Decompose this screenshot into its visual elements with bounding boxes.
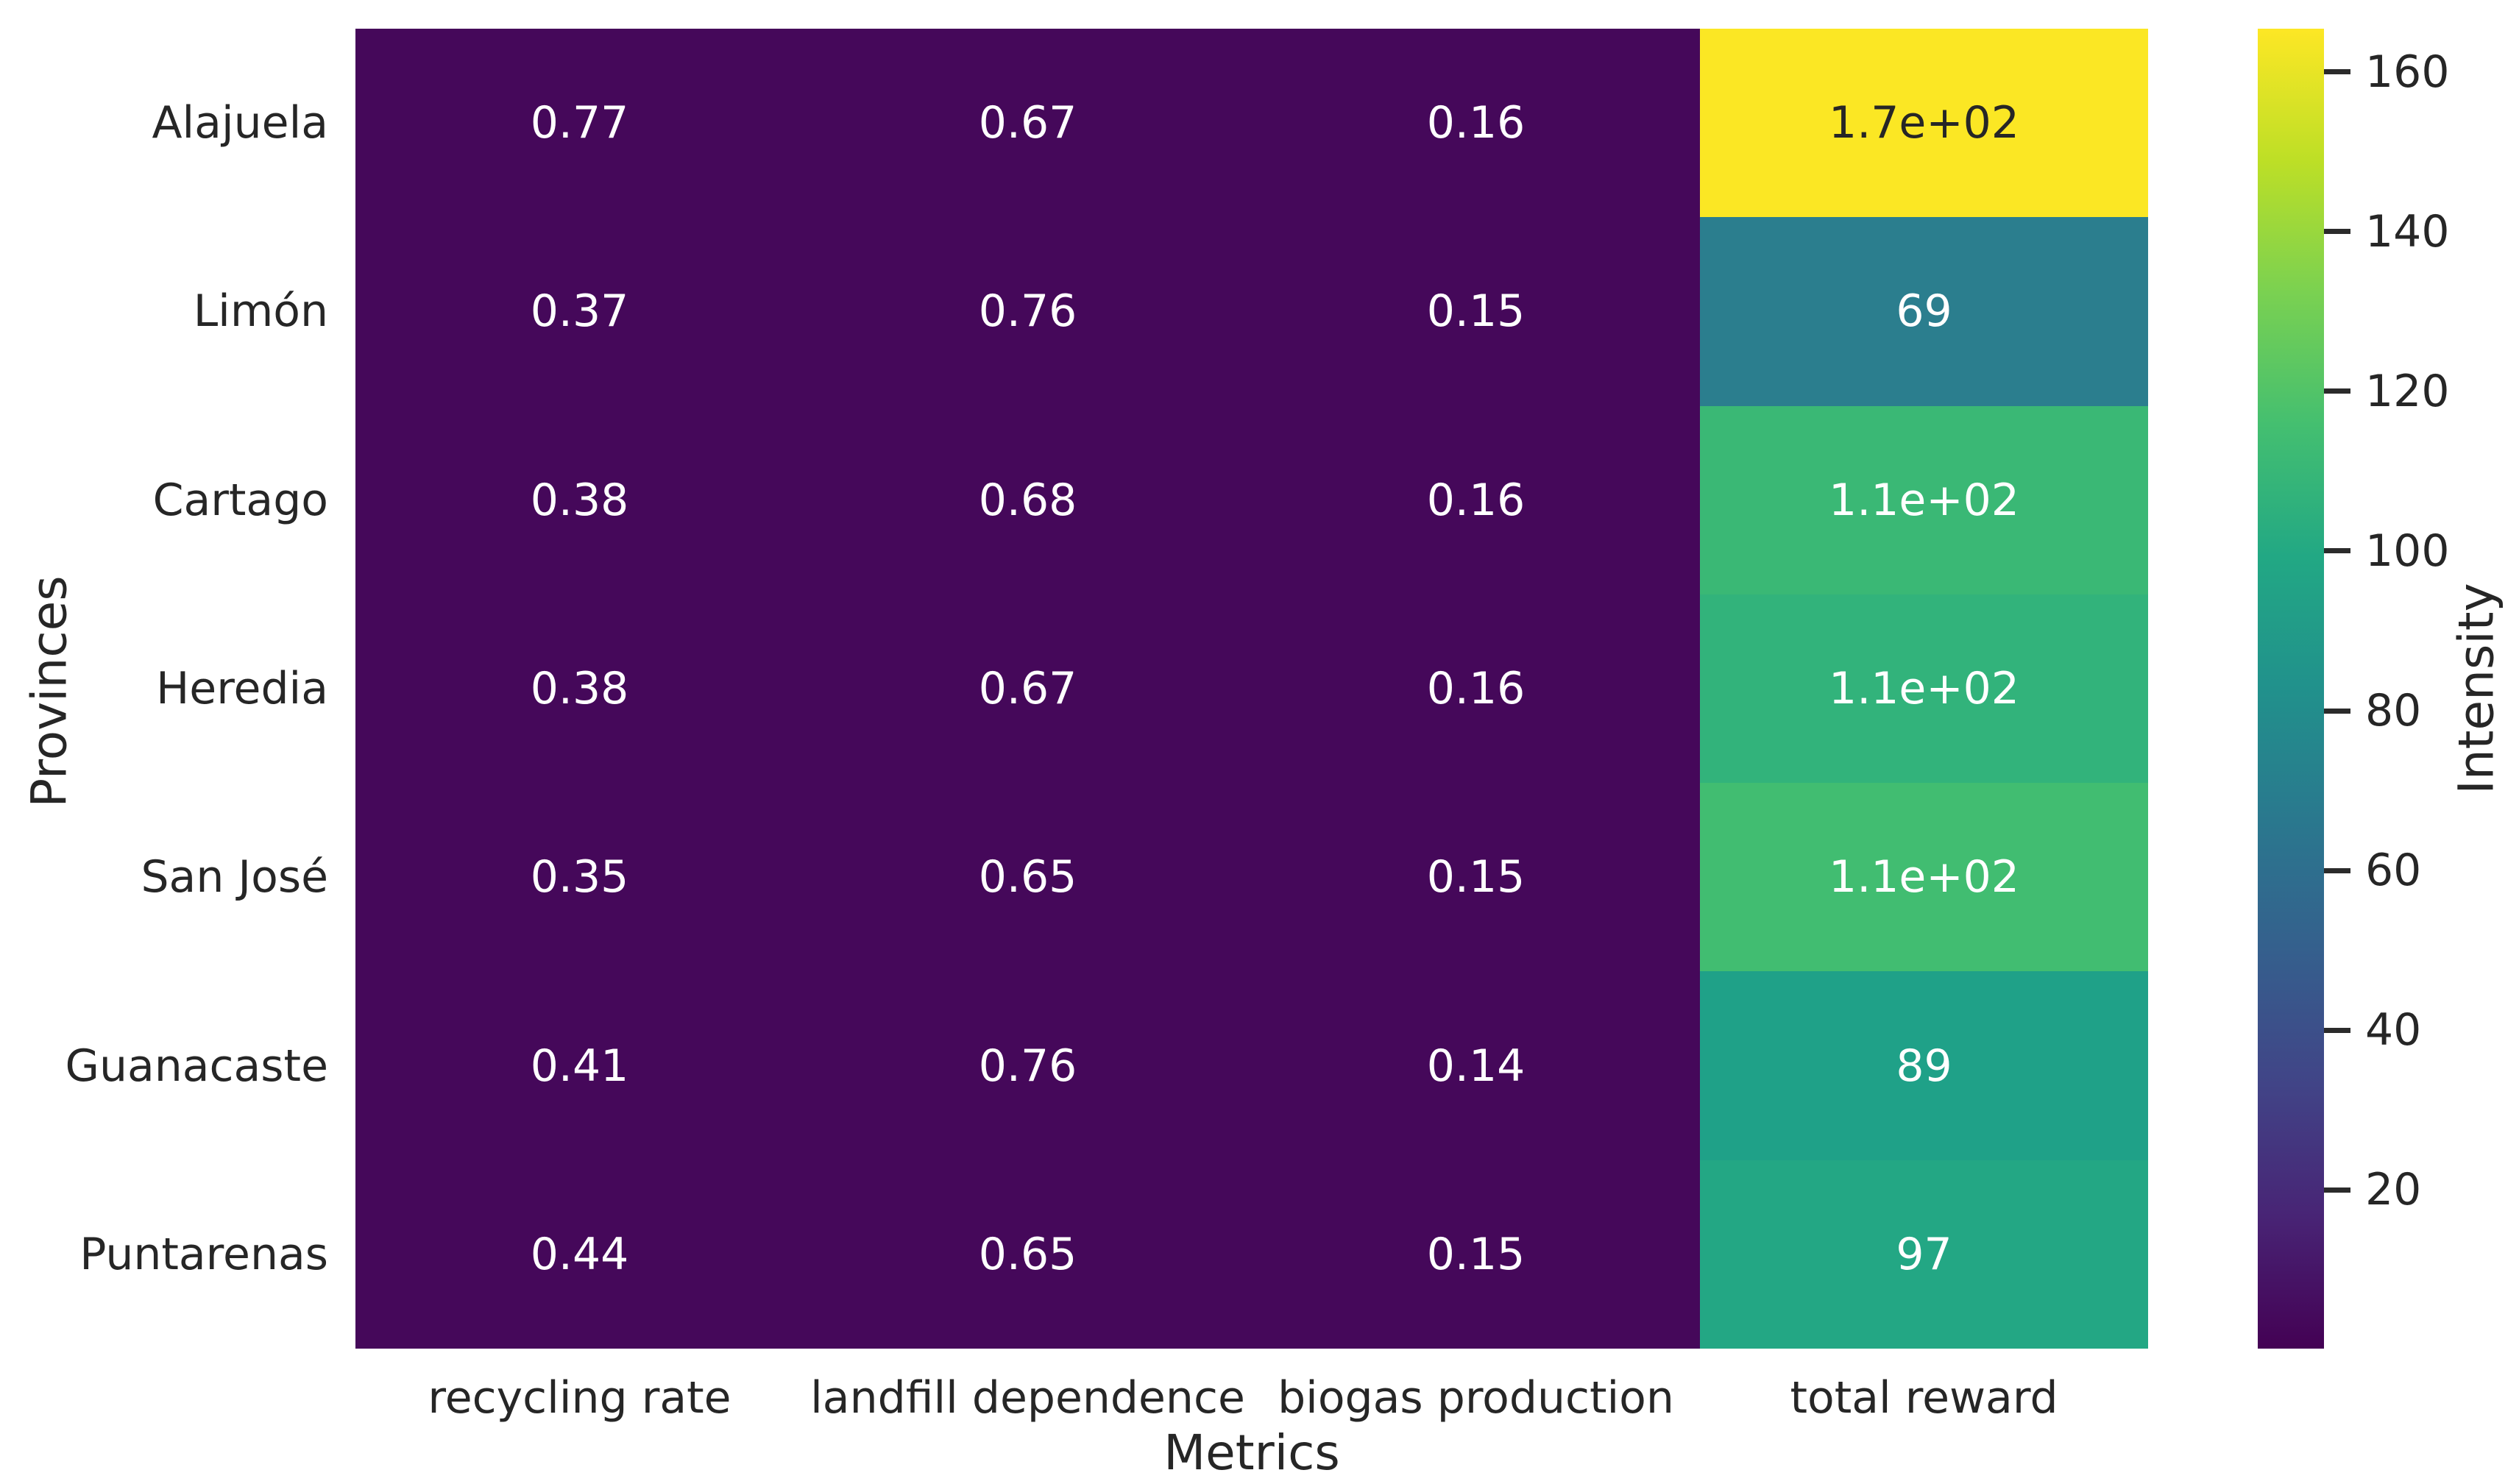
heatmap-cell-puntarenas-total-reward: 97	[1700, 1160, 2148, 1349]
heatmap-cell-limon-biogas-production: 0.15	[1252, 217, 1700, 406]
colorbar-axis-label: Intensity	[2448, 583, 2505, 795]
heatmap-cell-puntarenas-landfill-dependence: 0.65	[804, 1160, 1252, 1349]
cell-value: 0.16	[1426, 662, 1526, 714]
colorbar-tick-mark-80	[2324, 708, 2350, 714]
cell-value: 97	[1896, 1228, 1952, 1280]
colorbar-tick-label-60: 60	[2365, 845, 2422, 897]
x-tick-landfill-dependence: landfill dependence	[810, 1372, 1245, 1424]
heatmap-cell-limon-total-reward: 69	[1700, 217, 2148, 406]
cell-value: 0.16	[1426, 474, 1526, 526]
colorbar-tick-label-140: 140	[2365, 205, 2450, 258]
cell-value: 0.68	[978, 474, 1077, 526]
cell-value: 0.14	[1426, 1040, 1526, 1092]
cell-value: 0.41	[530, 1040, 629, 1092]
heatmap-cell-san-jose-recycling-rate: 0.35	[355, 783, 804, 972]
colorbar-tick-mark-40	[2324, 1027, 2350, 1033]
heatmap-cell-san-jose-total-reward: 1.1e+02	[1700, 783, 2148, 972]
heatmap-cell-alajuela-landfill-dependence: 0.67	[804, 29, 1252, 218]
colorbar-tick-mark-20	[2324, 1187, 2350, 1193]
cell-value: 0.67	[978, 97, 1077, 149]
cell-value: 0.38	[530, 474, 629, 526]
y-tick-puntarenas: Puntarenas	[79, 1228, 328, 1280]
heatmap-cell-limon-landfill-dependence: 0.76	[804, 217, 1252, 406]
cell-value: 69	[1896, 285, 1952, 338]
heatmap-cell-guanacaste-total-reward: 89	[1700, 971, 2148, 1160]
colorbar-tick-mark-60	[2324, 867, 2350, 873]
x-tick-total-reward: total reward	[1790, 1372, 2058, 1424]
heatmap-cell-san-jose-landfill-dependence: 0.65	[804, 783, 1252, 972]
colorbar-tick-mark-100	[2324, 548, 2350, 554]
y-tick-cartago: Cartago	[152, 474, 328, 526]
heatmap-cell-alajuela-recycling-rate: 0.77	[355, 29, 804, 218]
heatmap-cell-alajuela-total-reward: 1.7e+02	[1700, 29, 2148, 218]
y-tick-guanacaste: Guanacaste	[65, 1040, 328, 1092]
cell-value: 0.16	[1426, 97, 1526, 149]
y-tick-heredia: Heredia	[156, 662, 328, 714]
cell-value: 1.1e+02	[1829, 474, 2019, 526]
heatmap-cell-puntarenas-recycling-rate: 0.44	[355, 1160, 804, 1349]
colorbar-tick-label-80: 80	[2365, 685, 2422, 737]
heatmap-cell-cartago-total-reward: 1.1e+02	[1700, 405, 2148, 594]
cell-value: 1.1e+02	[1829, 662, 2019, 714]
y-tick-alajuela: Alajuela	[152, 97, 328, 149]
heatmap-cell-guanacaste-recycling-rate: 0.41	[355, 971, 804, 1160]
colorbar-tick-mark-120	[2324, 388, 2350, 394]
heatmap-cell-puntarenas-biogas-production: 0.15	[1252, 1160, 1700, 1349]
colorbar-tick-label-160: 160	[2365, 46, 2450, 98]
colorbar-tick-mark-160	[2324, 69, 2350, 75]
cell-value: 0.77	[530, 97, 629, 149]
cell-value: 0.67	[978, 662, 1077, 714]
cell-value: 0.44	[530, 1228, 629, 1280]
heatmap-cell-guanacaste-biogas-production: 0.14	[1252, 971, 1700, 1160]
cell-value: 1.1e+02	[1829, 851, 2019, 903]
colorbar-gradient	[2258, 29, 2324, 1349]
x-tick-labels: recycling rate landfill dependence biogas …	[355, 1370, 2148, 1426]
cell-value: 0.65	[978, 851, 1077, 903]
cell-value: 0.15	[1426, 851, 1526, 903]
heatmap-cell-cartago-biogas-production: 0.16	[1252, 405, 1700, 594]
colorbar-tick-mark-140	[2324, 229, 2350, 235]
heatmap-cell-heredia-landfill-dependence: 0.67	[804, 594, 1252, 784]
cell-value: 89	[1896, 1040, 1952, 1092]
heatmap-cell-cartago-recycling-rate: 0.38	[355, 405, 804, 594]
heatmap-cell-san-jose-biogas-production: 0.15	[1252, 783, 1700, 972]
heatmap-cell-cartago-landfill-dependence: 0.68	[804, 405, 1252, 594]
heatmap-cell-heredia-recycling-rate: 0.38	[355, 594, 804, 784]
heatmap-cell-limon-recycling-rate: 0.37	[355, 217, 804, 406]
heatmap-cell-guanacaste-landfill-dependence: 0.76	[804, 971, 1252, 1160]
colorbar-tick-label-40: 40	[2365, 1004, 2422, 1057]
cell-value: 0.15	[1426, 1228, 1526, 1280]
y-tick-limon: Limón	[193, 285, 328, 338]
cell-value: 0.65	[978, 1228, 1077, 1280]
x-tick-biogas-production: biogas production	[1278, 1372, 1674, 1424]
cell-value: 0.76	[978, 1040, 1077, 1092]
colorbar-tick-label-20: 20	[2365, 1164, 2422, 1216]
cell-value: 1.7e+02	[1829, 97, 2019, 149]
heatmap-cell-alajuela-biogas-production: 0.16	[1252, 29, 1700, 218]
colorbar-tick-label-100: 100	[2365, 525, 2450, 577]
cell-value: 0.76	[978, 285, 1077, 338]
cell-value: 0.15	[1426, 285, 1526, 338]
y-tick-labels: Alajuela Limón Cartago Heredia San José Guana…	[0, 29, 333, 1349]
y-tick-san-jose: San José	[141, 851, 328, 903]
colorbar-tick-label-120: 120	[2365, 365, 2450, 417]
cell-value: 0.37	[530, 285, 629, 338]
heatmap-grid: 0.77 0.67 0.16 1.7e+02 0.37 0.76 0.15 69 0.38 0.6…	[355, 29, 2148, 1349]
x-tick-recycling-rate: recycling rate	[428, 1372, 731, 1424]
heatmap-cell-heredia-biogas-production: 0.16	[1252, 594, 1700, 784]
cell-value: 0.38	[530, 662, 629, 714]
cell-value: 0.35	[530, 851, 629, 903]
x-axis-label: Metrics	[1163, 1424, 1340, 1481]
heatmap-cell-heredia-total-reward: 1.1e+02	[1700, 594, 2148, 784]
